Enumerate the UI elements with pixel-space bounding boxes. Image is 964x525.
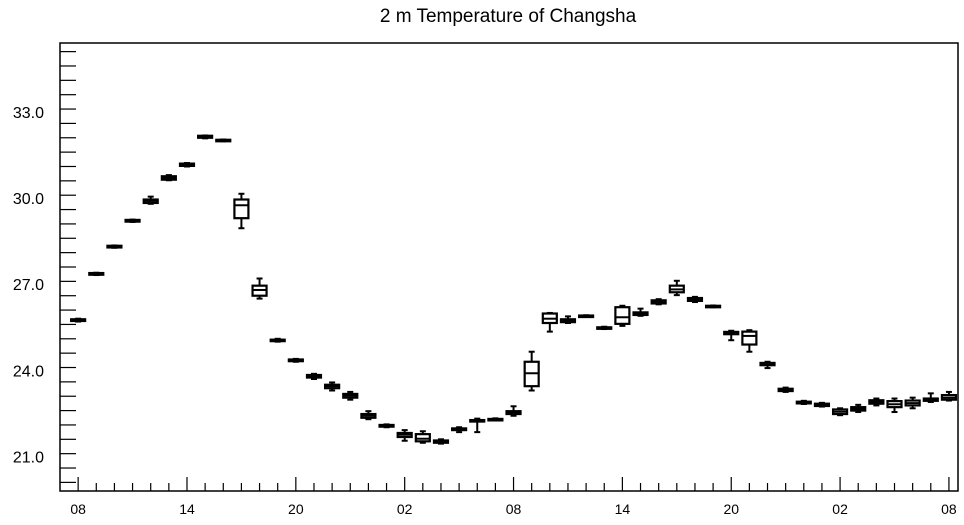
box-plot bbox=[922, 392, 939, 403]
box-plot bbox=[360, 410, 377, 421]
box-series bbox=[70, 134, 958, 445]
box-plot bbox=[777, 386, 794, 393]
box-plot bbox=[886, 397, 903, 414]
box-plot bbox=[686, 295, 704, 304]
x-tick-label: 20 bbox=[288, 501, 304, 517]
box-plot bbox=[178, 162, 196, 168]
box-plot bbox=[704, 304, 722, 309]
box-plot bbox=[215, 138, 232, 143]
box-plot bbox=[523, 350, 540, 392]
box-plot bbox=[541, 311, 558, 333]
box-plot bbox=[940, 390, 958, 402]
box-plot bbox=[469, 417, 486, 434]
x-tick-label: 20 bbox=[723, 501, 739, 517]
box-plot bbox=[850, 403, 867, 414]
box-plot bbox=[723, 329, 740, 342]
box-plot bbox=[759, 360, 776, 370]
box-plot bbox=[432, 438, 450, 445]
box-plot bbox=[650, 298, 667, 306]
box-plot bbox=[287, 357, 304, 363]
y-tick-label: 24.0 bbox=[13, 363, 44, 380]
box-plot bbox=[596, 325, 613, 331]
box-plot bbox=[813, 401, 831, 408]
box-body bbox=[614, 306, 631, 325]
x-tick-label: 02 bbox=[832, 501, 848, 517]
box-plot bbox=[197, 134, 214, 140]
box-plot bbox=[632, 307, 649, 317]
x-tick-label: 14 bbox=[615, 501, 631, 517]
box-plot bbox=[487, 417, 504, 422]
box-plot bbox=[614, 304, 631, 327]
y-axis: 21.0 24.0 27.0 30.0 33.0 bbox=[13, 51, 76, 483]
y-tick-label: 27.0 bbox=[13, 277, 44, 294]
x-tick-label: 02 bbox=[397, 501, 413, 517]
box-plot bbox=[414, 430, 431, 444]
box-plot bbox=[668, 279, 685, 297]
box-plot bbox=[305, 372, 323, 380]
x-tick-label: 14 bbox=[179, 501, 195, 517]
x-axis: 08 14 20 02 08 14 20 02 08 bbox=[70, 477, 957, 517]
box-plot bbox=[106, 244, 123, 249]
box-plot bbox=[559, 315, 577, 324]
box-plot bbox=[795, 399, 812, 405]
y-tick-label: 33.0 bbox=[13, 105, 44, 122]
plot-frame bbox=[59, 42, 959, 492]
box-plot bbox=[868, 397, 885, 407]
box-body bbox=[414, 433, 431, 443]
box-plot bbox=[741, 329, 758, 353]
y-tick-label: 30.0 bbox=[13, 191, 44, 208]
box-plot bbox=[396, 429, 413, 442]
box-plot bbox=[505, 405, 522, 417]
box-plot bbox=[88, 271, 105, 277]
box-plot bbox=[324, 381, 341, 392]
box-plot bbox=[70, 317, 87, 323]
x-tick-label: 08 bbox=[506, 501, 522, 517]
box-plot bbox=[378, 423, 395, 429]
box-plot bbox=[451, 426, 468, 434]
box-plot bbox=[233, 192, 250, 230]
chart-title: 2 m Temperature of Changsha bbox=[380, 6, 637, 27]
box-plot bbox=[269, 337, 286, 343]
box-plot bbox=[160, 174, 177, 182]
box-body bbox=[741, 330, 758, 346]
box-plot bbox=[831, 407, 849, 417]
x-tick-label: 08 bbox=[941, 501, 957, 517]
box-plot bbox=[342, 390, 359, 401]
box-plot bbox=[904, 396, 921, 410]
box-plot bbox=[124, 218, 141, 223]
box-plot bbox=[251, 277, 268, 300]
box-plot bbox=[142, 195, 159, 205]
y-tick-label: 21.0 bbox=[13, 450, 44, 467]
x-tick-label: 08 bbox=[70, 501, 86, 517]
box-body bbox=[233, 198, 250, 220]
box-plot bbox=[578, 314, 595, 319]
